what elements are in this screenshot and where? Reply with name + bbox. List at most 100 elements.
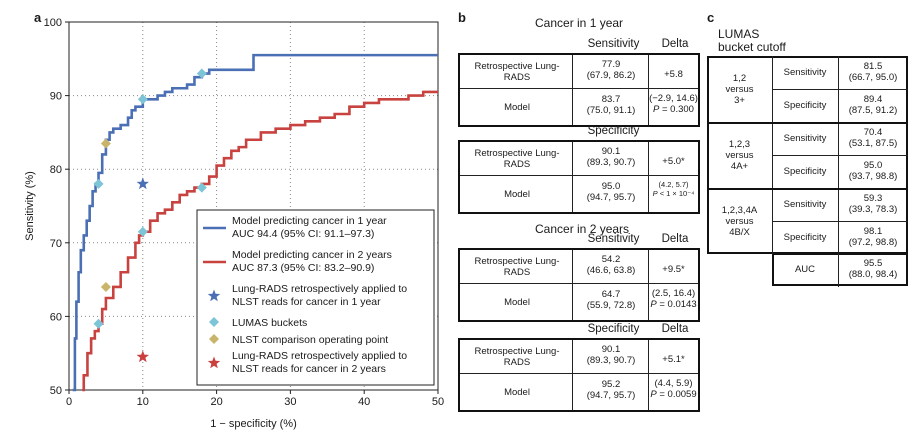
value-point: 95.2	[601, 379, 621, 390]
row-label-text: Retrospective Lung-RADS	[474, 61, 560, 83]
x-tick-label: 10	[137, 396, 149, 408]
value-ci: (94.7, 95.7)	[586, 192, 636, 203]
col-divider	[572, 55, 573, 125]
diamond-marker	[196, 68, 207, 79]
metric-value: 70.4 (53.1, 87.5)	[838, 127, 908, 149]
diamond-marker	[137, 226, 148, 237]
value-point: 90.1	[601, 344, 621, 355]
metric-value: 95.0 (93.7, 98.8)	[838, 160, 908, 182]
value-point: 70.4	[863, 127, 883, 138]
legend-marker-swatch	[209, 317, 219, 327]
column-header-metric: Specificity	[587, 125, 640, 137]
delta-p: P < 1 × 10⁻⁴	[649, 189, 698, 198]
delta-p-label: P	[650, 389, 657, 400]
delta-p-label: P	[650, 299, 657, 310]
metric-table	[458, 53, 700, 127]
group-divider	[707, 188, 908, 190]
legend-marker-swatch	[207, 289, 221, 302]
row-label-text: Retrospective Lung-RADS	[474, 256, 560, 278]
legend-text-line: NLST reads for cancer in 2 years	[232, 363, 386, 375]
bucket-label: 1,2,3,4A versus 4B/X	[707, 188, 772, 254]
diamond-marker	[196, 182, 207, 193]
delta-p: P = 0.300	[649, 104, 698, 115]
legend-marker-name: NLST comparison operating point	[232, 334, 388, 346]
y-axis-label: Sensitivity (%)	[24, 171, 36, 241]
panel-b-label: b	[458, 10, 466, 25]
value-ci: (55.9, 72.8)	[586, 300, 636, 311]
row-divider	[460, 283, 698, 284]
value-ci: (89.3, 90.7)	[586, 355, 636, 366]
panel-c-title-line1: LUMAS	[718, 27, 760, 41]
row-divider	[460, 373, 698, 374]
diamond-marker	[100, 138, 111, 149]
delta-ci-text: (−2.9, 14.6)	[649, 93, 698, 104]
value-ci: (89.3, 90.7)	[586, 157, 636, 168]
value-cell: 95.2 (94.7, 95.7)	[574, 379, 648, 401]
legend-box	[196, 209, 435, 386]
bucket-label-line: 1,2	[732, 72, 747, 84]
delta-p-label: P	[653, 104, 660, 115]
legend-marker-swatch	[209, 334, 219, 344]
value-point: 95.0	[863, 160, 883, 171]
value-ci: (39.3, 78.3)	[848, 204, 898, 215]
delta-ci: (4.4, 5.9) P = 0.0059	[649, 378, 698, 400]
metric-label: Sensitivity	[783, 133, 827, 144]
delta-point: +5.0*	[662, 156, 685, 167]
bucket-label-line: 4B/X	[729, 226, 750, 238]
col-divider	[648, 340, 649, 410]
series-line-1-year	[72, 53, 438, 392]
row-label-text: Model	[504, 101, 530, 113]
value-point: 77.9	[601, 59, 621, 70]
value-ci: (67.9, 86.2)	[586, 70, 636, 81]
metric-label: Sensitivity	[783, 67, 827, 78]
value-cell: 95.0 (94.7, 95.7)	[574, 181, 648, 203]
col-divider	[648, 55, 649, 125]
legend-series-auc: AUC 87.3 (95% CI: 83.2–90.9)	[232, 262, 374, 274]
delta-ci-text: (4.2, 5.7)	[658, 180, 689, 189]
legend-text-line: NLST reads for cancer in 1 year	[232, 296, 381, 308]
bucket-label-line: 1,2,3	[728, 138, 751, 150]
y-tick-label: 70	[50, 238, 62, 250]
value-point: 59.3	[863, 193, 883, 204]
row-label: Model	[462, 92, 572, 122]
column-header-metric: Specificity	[587, 323, 640, 335]
metric-value: 89.4 (87.5, 91.2)	[838, 94, 908, 116]
value-cell: 83.7 (75.0, 91.1)	[574, 94, 648, 116]
bucket-label-line: versus	[725, 83, 754, 95]
value-ci: (88.0, 98.4)	[848, 269, 898, 280]
bucket-label-line: versus	[725, 215, 754, 227]
auc-label: AUC	[794, 264, 816, 275]
row-divider	[772, 155, 908, 156]
value-cell: 77.9 (67.9, 86.2)	[574, 59, 648, 81]
metric-label: Specificity	[783, 232, 827, 243]
value-point: 95.5	[863, 258, 883, 269]
metric-value: 81.5 (66.7, 95.0)	[838, 61, 908, 83]
section-title: Cancer in 2 years	[535, 222, 630, 236]
value-cell: 64.7 (55.9, 72.8)	[574, 289, 648, 311]
value-ci: (93.7, 98.8)	[848, 171, 898, 182]
row-divider	[772, 89, 908, 90]
metric-value: 59.3 (39.3, 78.3)	[838, 193, 908, 215]
section-title: Cancer in 1 year	[535, 16, 624, 30]
x-tick-label: 0	[66, 396, 72, 408]
value-point: 83.7	[601, 94, 621, 105]
x-tick-label: 40	[358, 396, 370, 408]
delta-p-value: = 0.0059	[656, 389, 697, 400]
row-label: Retrospective Lung-RADS	[462, 57, 572, 87]
bucket-label-line: 1,2,3,4A	[721, 204, 758, 216]
diamond-marker	[137, 94, 148, 105]
row-label: Retrospective Lung-RADS	[462, 252, 572, 282]
legend-marker-swatch	[207, 356, 221, 369]
bucket-label: 1,2 versus 3+	[707, 56, 772, 122]
value-ci: (94.7, 95.7)	[586, 390, 636, 401]
row-label: Retrospective Lung-RADS	[462, 144, 572, 174]
star-marker	[136, 177, 149, 190]
delta-p: P = 0.0143	[649, 299, 698, 310]
auc-value: 95.5 (88.0, 98.4)	[838, 258, 908, 280]
legend-series-name: Model predicting cancer in 2 years	[232, 249, 392, 261]
delta-p: P = 0.0059	[649, 389, 698, 400]
row-label: Retrospective Lung-RADS	[462, 342, 572, 372]
delta-ci-text: (2.5, 16.4)	[651, 288, 696, 299]
value-ci: (66.7, 95.0)	[848, 72, 898, 83]
delta-p-value: = 0.300	[659, 104, 694, 115]
